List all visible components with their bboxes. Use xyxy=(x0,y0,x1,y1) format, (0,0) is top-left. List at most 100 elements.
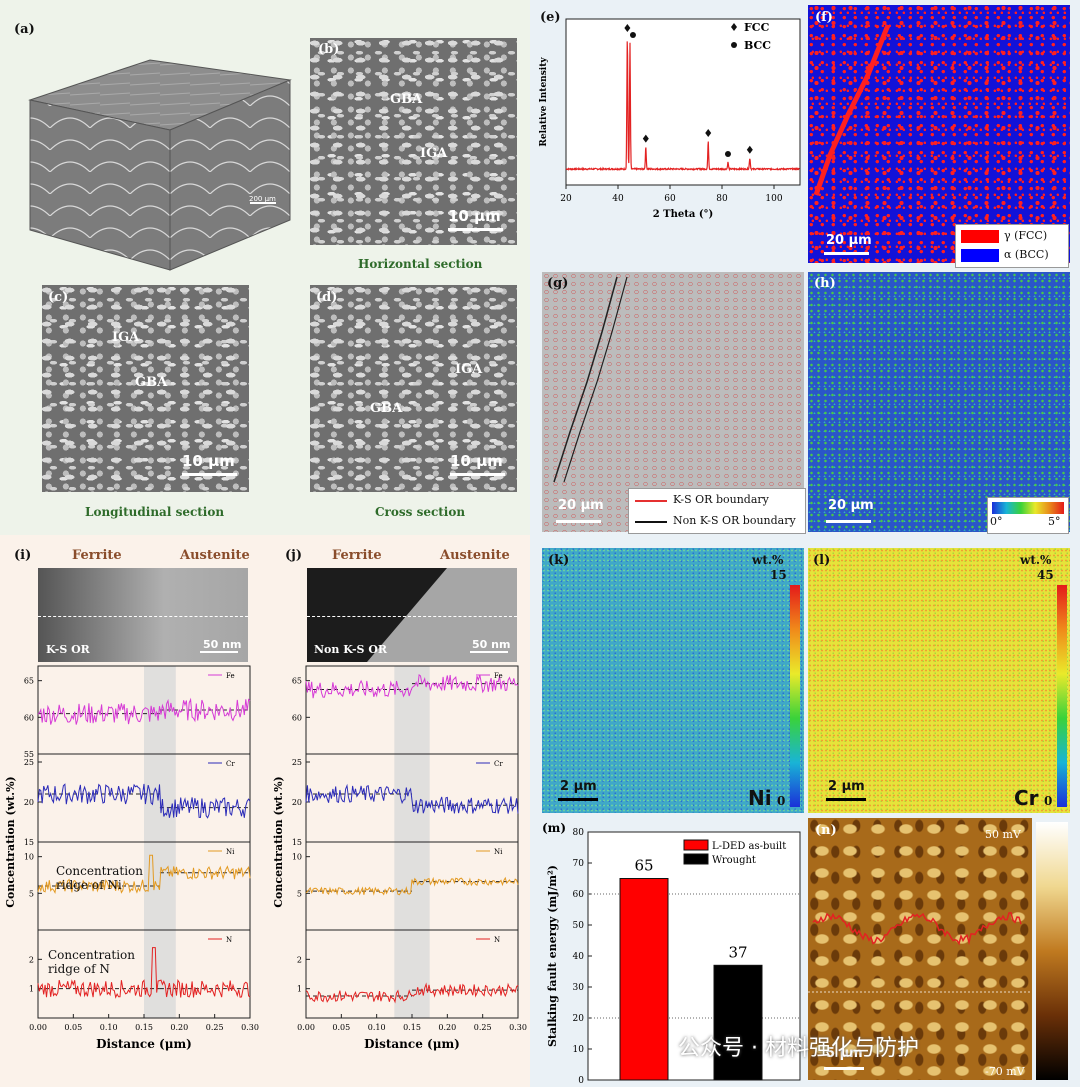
sfe-legend-label: Wrought xyxy=(712,855,756,866)
scalebar-g-label: 20 μm xyxy=(558,498,604,513)
xrd-x-tick-label: 20 xyxy=(560,194,572,204)
profile-legend-label: Ni xyxy=(226,848,235,856)
panel-label-g: (g) xyxy=(547,276,569,291)
xrd-legend-fcc: FCC xyxy=(744,21,770,34)
xrd-legend-bcc-marker xyxy=(731,42,737,48)
xrd-x-tick-label: 100 xyxy=(765,194,782,204)
panel-label-l: (l) xyxy=(813,553,831,568)
xrd-legend-fcc-marker xyxy=(731,23,737,31)
profile-x-tick-label: 0.25 xyxy=(474,1023,492,1032)
panel-label-e: (e) xyxy=(540,10,561,25)
kpfm-map xyxy=(808,818,1032,1080)
panel-label-f: (f) xyxy=(815,10,833,25)
xrd-peak-marker-bcc xyxy=(724,151,731,157)
caption-cross-section: Cross section xyxy=(375,505,466,519)
profile-x-tick-label: 0.10 xyxy=(368,1023,386,1032)
sem-image-longitudinal xyxy=(42,285,249,492)
profile-x-axis-label: Distance (μm) xyxy=(96,1037,192,1051)
eds-ni-map xyxy=(542,548,804,813)
kpfm-min: -70 mV xyxy=(985,1065,1025,1078)
caption-longitudinal-section: Longitudinal section xyxy=(85,505,225,519)
tem-label-ks: K-S OR xyxy=(46,643,90,656)
xrd-peak-marker-fcc xyxy=(746,145,753,154)
legend-label-ks: K-S OR boundary xyxy=(673,493,769,506)
scalebar-f-label: 20 μm xyxy=(826,233,872,248)
annotation-ridge-ni: Concentration ridge of Ni xyxy=(56,864,144,892)
panel-j-ferrite: Ferrite xyxy=(332,548,382,563)
ni-colorbar xyxy=(790,585,800,807)
scalebar-f xyxy=(824,252,869,255)
panel-i-austenite: Austenite xyxy=(180,548,250,563)
sfe-y-tick-label: 80 xyxy=(573,828,585,838)
profile-y-tick-label: 2 xyxy=(29,955,34,964)
profile-series-ni xyxy=(37,854,251,894)
kam-colorbar-box: 0° 5° xyxy=(987,497,1069,534)
kpfm-colorbar xyxy=(1036,822,1068,1080)
annotation-gba-d: GBA xyxy=(370,401,403,416)
xrd-x-tick-label: 40 xyxy=(612,194,624,204)
panel-label-i: (i) xyxy=(14,548,32,563)
xrd-peak-marker-fcc xyxy=(642,134,649,143)
panel-a-scalebar-label: 200 μm xyxy=(249,195,276,203)
panel-label-c: (c) xyxy=(48,290,69,305)
sfe-y-tick-label: 10 xyxy=(573,1045,585,1055)
profile-legend-label: N xyxy=(494,936,500,944)
watermark-text: 公众号 · 材料强化与防护 xyxy=(678,1036,919,1061)
phase-map-image xyxy=(808,5,1070,263)
profile-y-tick-label: 25 xyxy=(292,758,302,767)
scalebar-i xyxy=(200,651,238,653)
scalebar-c-label: 10 μm xyxy=(182,452,235,470)
profile-y-tick-label: 5 xyxy=(29,889,34,898)
sfe-bar-chart: 0 10 20 30 40 50 60 70 80 Stalking fault energy (… xyxy=(542,821,801,1084)
sfe-y-tick-label: 60 xyxy=(573,890,585,900)
profile-series-n xyxy=(37,947,251,999)
sfe-bar-wrought xyxy=(713,964,763,1081)
legend-label-fcc: γ (FCC) xyxy=(1004,229,1048,242)
profile-legend-label: Fe xyxy=(494,672,503,680)
scalebar-d-label: 10 μm xyxy=(450,452,503,470)
sem-image-cross xyxy=(310,285,517,492)
profile-y-tick-label: 25 xyxy=(24,758,34,767)
sfe-bar-lded xyxy=(619,878,669,1081)
profile-y-tick-label: 1 xyxy=(29,985,34,994)
legend-label-non-ks: Non K-S OR boundary xyxy=(673,514,796,527)
profile-x-tick-label: 0.30 xyxy=(241,1023,259,1032)
profile-x-tick-label: 0.10 xyxy=(100,1023,118,1032)
tem-image-non-ks xyxy=(307,568,517,662)
profile-series-cr xyxy=(305,783,519,815)
line-profile-chart-non-ks: 60 65 Fe 15 20 25 Cr 5 10 Ni 1 2 N 0.00 0.05 0.10 0.15 0.… xyxy=(272,665,527,1051)
element-label-cr: Cr xyxy=(1014,786,1039,810)
sfe-legend-swatch xyxy=(683,839,709,851)
sfe-y-tick-label: 50 xyxy=(573,921,585,931)
ni-cbar-unit: wt.% xyxy=(752,553,784,567)
profile-legend-label: Cr xyxy=(226,760,235,768)
profile-legend-label: Ni xyxy=(494,848,503,856)
sfe-y-tick-label: 30 xyxy=(573,983,585,993)
panel-i-ferrite: Ferrite xyxy=(72,548,122,563)
profile-y-tick-label: 60 xyxy=(292,713,302,722)
profile-x-tick-label: 0.30 xyxy=(509,1023,527,1032)
panel-label-k: (k) xyxy=(548,553,570,568)
panel-label-b: (b) xyxy=(318,42,340,57)
profile-series-ni xyxy=(305,876,519,896)
xrd-peak-marker-fcc xyxy=(624,24,631,32)
scalebar-d xyxy=(450,473,505,476)
profile-legend-label: Cr xyxy=(494,760,503,768)
sfe-y-axis-label: Stalking fault energy (mJ/m²) xyxy=(546,865,559,1047)
profile-x-tick-label: 0.00 xyxy=(29,1023,47,1032)
scalebar-c xyxy=(182,473,237,476)
scalebar-n xyxy=(824,1067,864,1070)
profile-series-fe xyxy=(305,674,519,699)
legend-label-bcc: α (BCC) xyxy=(1004,248,1049,261)
annotation-iga-b: IGA xyxy=(420,146,448,161)
annotation-iga-c: IGA xyxy=(112,330,140,345)
ni-cbar-max: 15 xyxy=(770,568,787,582)
profile-y-tick-label: 60 xyxy=(24,713,34,722)
cr-cbar-max: 45 xyxy=(1037,568,1054,582)
profile-y-tick-label: 15 xyxy=(24,838,34,847)
profile-legend-label: Fe xyxy=(226,672,235,680)
scalebar-i-label: 50 nm xyxy=(203,638,242,651)
kam-colorbar xyxy=(992,502,1064,514)
scalebar-h xyxy=(826,520,871,523)
profile-series-n xyxy=(305,982,519,1004)
